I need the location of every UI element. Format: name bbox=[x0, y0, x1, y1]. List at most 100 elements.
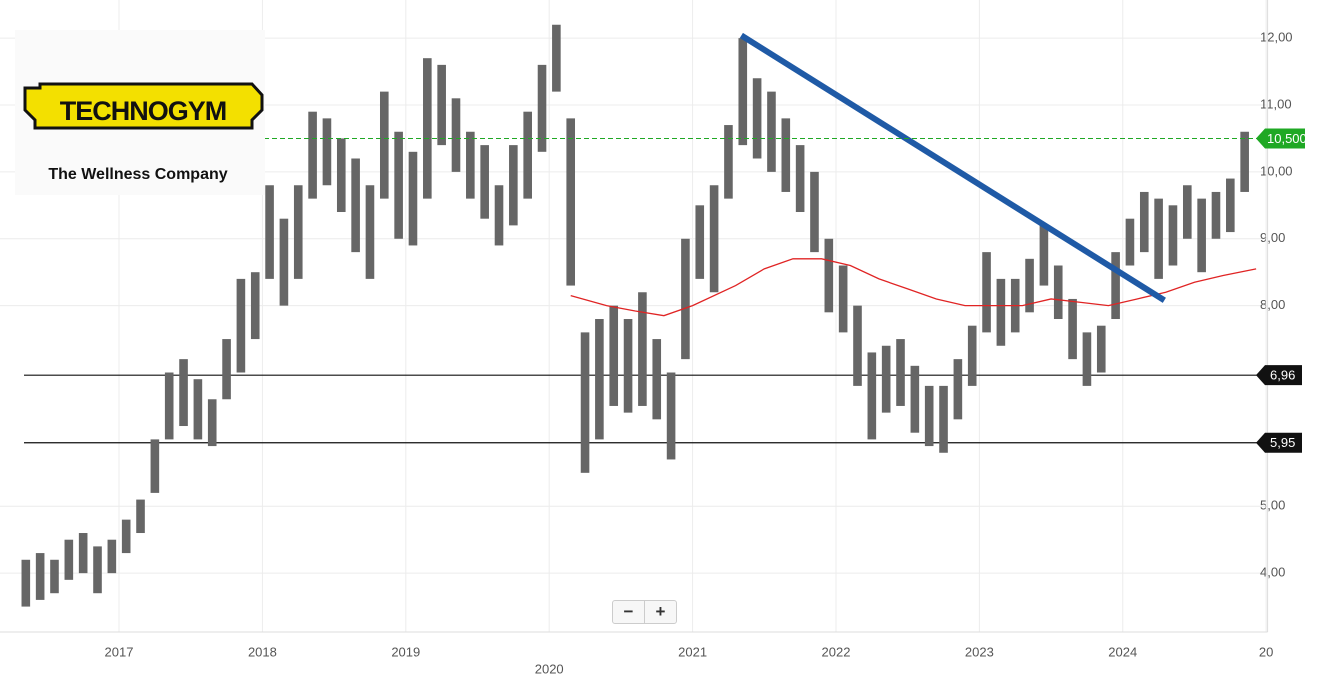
price-bar bbox=[838, 265, 848, 333]
x-tick-label: 2023 bbox=[965, 644, 994, 659]
last-price-label: 10,500 bbox=[1267, 131, 1307, 146]
price-bar bbox=[250, 272, 260, 340]
trendline bbox=[739, 32, 1166, 303]
price-bar bbox=[681, 238, 690, 360]
price-bar bbox=[136, 499, 145, 534]
price-bar bbox=[35, 553, 45, 600]
y-tick-label: 10,00 bbox=[1260, 163, 1293, 178]
price-bar bbox=[1025, 258, 1034, 313]
x-tick-label: 2021 bbox=[678, 644, 707, 659]
price-bar bbox=[1053, 265, 1063, 320]
x-tick-label: 20 bbox=[1259, 644, 1273, 659]
price-bar bbox=[437, 64, 446, 146]
price-bar bbox=[466, 131, 475, 199]
price-bar bbox=[1139, 191, 1149, 253]
price-bar bbox=[580, 332, 590, 473]
logo-tagline: The Wellness Company bbox=[48, 166, 227, 183]
price-bar bbox=[752, 78, 762, 159]
price-bar bbox=[666, 372, 676, 460]
price-bar bbox=[1240, 131, 1249, 192]
price-bar bbox=[1182, 185, 1192, 239]
price-bar bbox=[523, 111, 532, 199]
last-price-tag bbox=[1256, 128, 1305, 149]
x-tick-label: 2017 bbox=[105, 644, 134, 659]
price-bar bbox=[179, 359, 188, 427]
price-bar bbox=[1111, 252, 1120, 320]
price-bar bbox=[1082, 332, 1092, 386]
price-bar bbox=[967, 325, 977, 386]
price-bar bbox=[566, 118, 576, 286]
price-bar bbox=[695, 205, 705, 279]
price-bar bbox=[609, 305, 619, 406]
price-bar bbox=[767, 91, 776, 172]
y-tick-label: 9,00 bbox=[1260, 230, 1285, 245]
y-tick-label: 4,00 bbox=[1260, 565, 1285, 580]
price-bar bbox=[867, 352, 877, 440]
logo-brand: TECHNOGYM bbox=[60, 96, 227, 126]
price-bar bbox=[738, 38, 748, 146]
price-bar bbox=[193, 379, 203, 440]
price-bar bbox=[881, 345, 891, 413]
y-tick-label: 11,00 bbox=[1260, 96, 1292, 111]
price-bar bbox=[150, 439, 160, 493]
price-bar bbox=[394, 131, 403, 239]
price-bar bbox=[423, 58, 432, 199]
price-bar bbox=[709, 185, 719, 293]
zoom-in-button[interactable]: + bbox=[644, 601, 676, 623]
price-bar bbox=[365, 185, 375, 279]
x-tick-label: 2024 bbox=[1108, 644, 1137, 659]
price-bar bbox=[494, 185, 504, 246]
price-bar bbox=[638, 292, 647, 406]
price-bar bbox=[996, 278, 1006, 346]
price-bar bbox=[509, 145, 518, 226]
price-bar bbox=[236, 278, 246, 373]
logo-badge bbox=[23, 82, 264, 130]
y-tick-label: 5,00 bbox=[1260, 498, 1285, 513]
price-bar bbox=[552, 24, 561, 92]
price-bar bbox=[896, 339, 905, 406]
price-bar bbox=[408, 151, 418, 246]
level-label: 5,95 bbox=[1270, 435, 1295, 450]
moving-average bbox=[570, 258, 1257, 317]
zoom-out-button[interactable]: − bbox=[623, 602, 634, 621]
price-bar bbox=[322, 118, 332, 186]
price-bar bbox=[351, 158, 360, 253]
price-bar bbox=[279, 218, 289, 306]
price-bar bbox=[50, 559, 59, 594]
price-bar bbox=[1226, 178, 1235, 233]
x-tick-label: 2020 bbox=[535, 661, 564, 676]
price-bar bbox=[939, 385, 948, 453]
price-bar bbox=[1168, 205, 1178, 266]
price-bar bbox=[78, 533, 88, 574]
price-bar bbox=[379, 91, 389, 199]
price-bar bbox=[824, 238, 834, 313]
price-bar bbox=[480, 145, 489, 219]
price-bar bbox=[652, 339, 662, 420]
price-bar bbox=[451, 98, 461, 172]
price-bar bbox=[595, 319, 604, 440]
y-tick-label: 8,00 bbox=[1260, 297, 1285, 312]
price-bar bbox=[853, 305, 862, 386]
price-bar bbox=[810, 171, 819, 253]
price-bar bbox=[1068, 298, 1077, 360]
price-bar bbox=[1125, 218, 1135, 266]
price-bar bbox=[1197, 198, 1206, 273]
price-bar bbox=[107, 539, 117, 574]
price-bar bbox=[910, 365, 920, 433]
price-bar bbox=[1211, 191, 1221, 239]
price-bar bbox=[781, 118, 791, 192]
price-bar bbox=[207, 399, 217, 447]
level-label: 6,96 bbox=[1270, 368, 1295, 383]
y-tick-label: 12,00 bbox=[1260, 30, 1293, 45]
price-bar bbox=[293, 185, 303, 279]
price-bar bbox=[121, 519, 131, 554]
x-tick-label: 2018 bbox=[248, 644, 277, 659]
price-bar bbox=[953, 359, 963, 420]
price-bar bbox=[21, 559, 31, 607]
price-bar bbox=[1154, 198, 1163, 279]
price-bar bbox=[265, 185, 274, 279]
price-bar bbox=[623, 319, 633, 413]
price-bar bbox=[795, 145, 805, 213]
